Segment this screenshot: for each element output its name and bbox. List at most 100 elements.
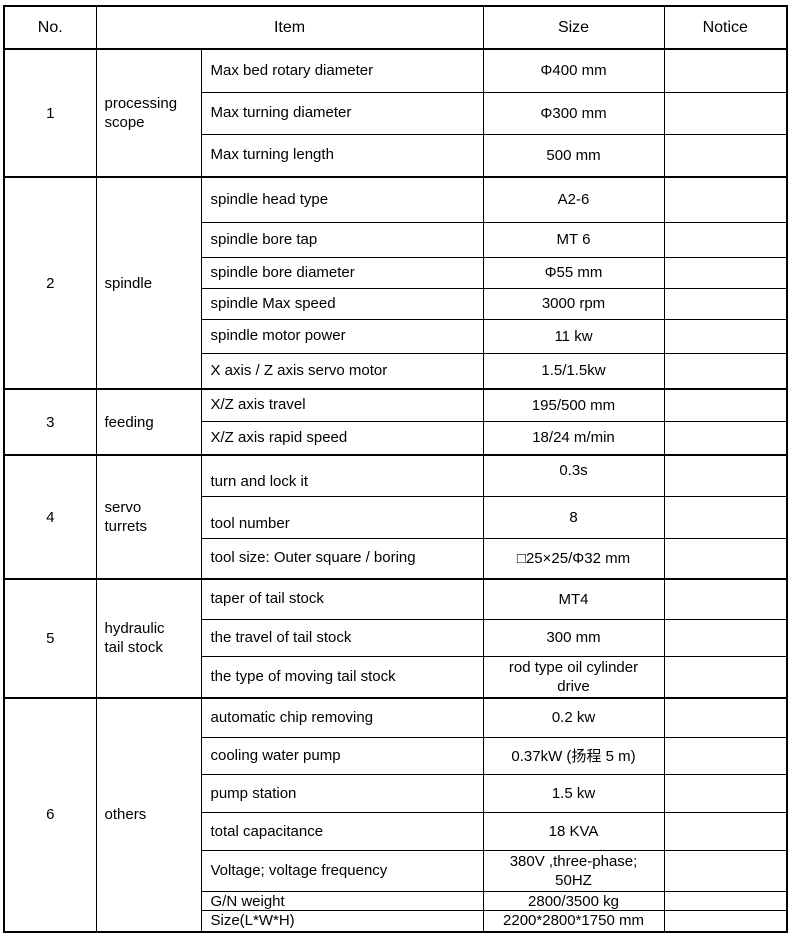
table-row: cooling water pump 0.37kW (扬程 5 m) [4,737,788,775]
section-number: 2 [3,176,97,390]
notice-cell [663,287,788,320]
size-cell: rod type oil cylinder drive [482,655,665,698]
item-cell: G/N weight [200,891,484,911]
size-cell: MT4 [482,578,665,620]
size-cell: 8 [482,495,665,539]
item-cell: cooling water pump [200,737,484,775]
item-cell: X axis / Z axis servo motor [200,352,484,390]
item-cell: tool number [200,495,484,539]
size-cell: 0.3s [482,454,665,497]
table-row: spindle bore diameter Φ55 mm [4,256,788,289]
table-row: Voltage; voltage frequency 380V ,three-ph… [4,850,788,892]
size-cell: A2-6 [482,176,665,223]
section-number: 6 [3,696,97,932]
section-number: 1 [3,48,97,178]
size-cell: 1.5 kw [482,774,665,813]
notice-cell [663,176,788,223]
notice-cell [663,891,788,911]
item-cell: the type of moving tail stock [200,655,484,698]
table-row: 4 servo turrets turn and lock it 0.3s [3,454,788,580]
size-cell: 1.5/1.5kw [482,352,665,390]
section-category: feeding [95,388,202,456]
size-cell: 500 mm [482,133,665,178]
item-cell: Max turning length [200,133,484,178]
item-cell: total capacitance [200,812,484,851]
table-row: X/Z axis rapid speed 18/24 m/min [4,420,788,456]
table-row: Max turning diameter Φ300 mm [4,91,788,135]
item-cell: tool size: Outer square / boring [200,537,484,580]
item-cell: Size(L*W*H) [200,910,484,932]
item-cell: spindle bore tap [200,221,484,258]
item-cell: X/Z axis rapid speed [200,420,484,456]
section-category: others [95,696,202,932]
table-row: 2 spindle spindle head type A2-6 [3,176,788,390]
table-row: spindle Max speed 3000 rpm [4,287,788,320]
section-category: spindle [95,176,202,390]
item-cell: automatic chip removing [200,696,484,738]
size-cell: 195/500 mm [482,388,665,422]
spec-table-body: 1 processing scope Max bed rotary diameter… [3,48,788,932]
notice-cell [663,618,788,657]
spec-table: No. Item Size Notice 1 processing scope Ma… [3,5,788,933]
notice-cell [663,91,788,135]
table-row: spindle bore tap MT 6 [4,221,788,258]
notice-cell [663,48,788,93]
size-cell: Φ300 mm [482,91,665,135]
item-cell: spindle head type [200,176,484,223]
header-notice: Notice [663,5,788,50]
table-row: Size(L*W*H) 2200*2800*1750 mm [4,910,788,932]
table-header-row: No. Item Size Notice [3,5,788,50]
notice-cell [663,388,788,422]
section-number: 4 [3,454,97,580]
item-cell: spindle Max speed [200,287,484,320]
notice-cell [663,256,788,289]
item-cell: Max turning diameter [200,91,484,135]
table-row: 6 others automatic chip removing 0.2 kw [3,696,788,932]
size-cell: 0.37kW (扬程 5 m) [482,737,665,775]
section-category: servo turrets [95,454,202,580]
notice-cell [663,910,788,932]
notice-cell [663,655,788,698]
notice-cell [663,420,788,456]
notice-cell [663,133,788,178]
notice-cell [663,737,788,775]
notice-cell [663,850,788,892]
item-cell: spindle bore diameter [200,256,484,289]
header-no: No. [3,5,97,50]
table-row: 1 processing scope Max bed rotary diameter… [3,48,788,178]
notice-cell [663,454,788,497]
notice-cell [663,318,788,354]
size-cell: 2200*2800*1750 mm [482,910,665,932]
item-cell: spindle motor power [200,318,484,354]
table-row: pump station 1.5 kw [4,774,788,813]
section-number: 5 [3,578,97,698]
notice-cell [663,352,788,390]
size-cell: 3000 rpm [482,287,665,320]
section-category: processing scope [95,48,202,178]
size-cell: 11 kw [482,318,665,354]
item-cell: pump station [200,774,484,813]
notice-cell [663,578,788,620]
item-cell: turn and lock it [200,454,484,497]
notice-cell [663,495,788,539]
item-cell: Voltage; voltage frequency [200,850,484,892]
size-cell: Φ400 mm [482,48,665,93]
size-cell: 18 KVA [482,812,665,851]
notice-cell [663,696,788,738]
size-cell: MT 6 [482,221,665,258]
section-category: hydraulic tail stock [95,578,202,698]
notice-cell [663,774,788,813]
size-cell: 2800/3500 kg [482,891,665,911]
size-cell: 300 mm [482,618,665,657]
table-row: tool size: Outer square / boring □25×25/Φ… [4,537,788,580]
size-cell: □25×25/Φ32 mm [482,537,665,580]
notice-cell [663,812,788,851]
size-cell: 380V ,three-phase; 50HZ [482,850,665,892]
table-row: the travel of tail stock 300 mm [4,618,788,657]
size-cell: 18/24 m/min [482,420,665,456]
table-row: Max turning length 500 mm [4,133,788,178]
size-cell: Φ55 mm [482,256,665,289]
notice-cell [663,221,788,258]
item-cell: taper of tail stock [200,578,484,620]
